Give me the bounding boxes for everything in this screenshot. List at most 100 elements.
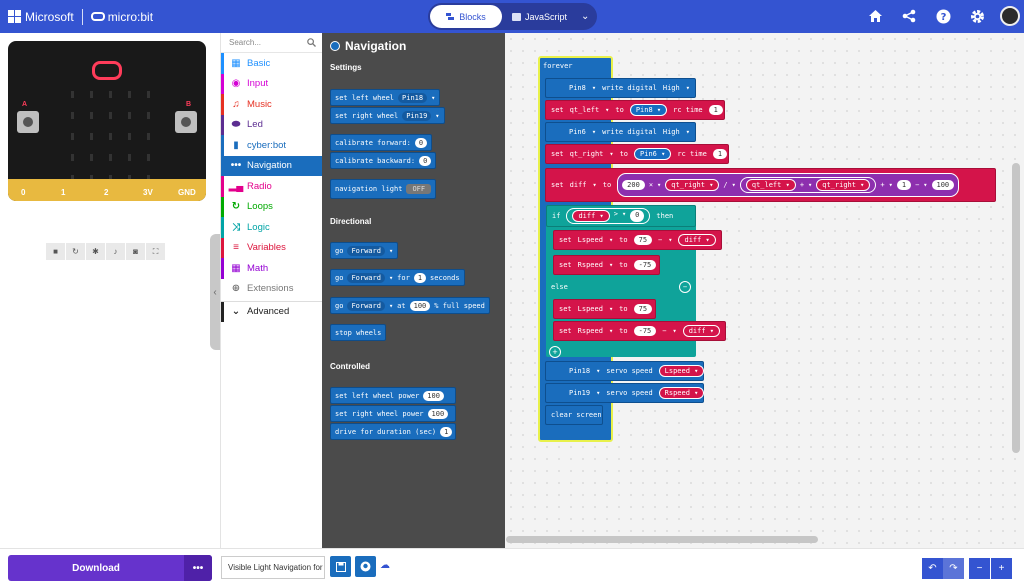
block-navigation-light[interactable]: navigation light OFF <box>330 179 437 199</box>
plus-circle-icon[interactable]: + <box>549 346 561 358</box>
loop-icon: ↻ <box>231 201 241 213</box>
microbit-logo-touch[interactable] <box>92 61 122 80</box>
block-set-rspeed-else[interactable]: set Rspeed ▾ to -75− ▾ diff ▾ <box>553 321 726 341</box>
collapse-simulator-button[interactable]: ‹ <box>210 234 220 350</box>
github-icon[interactable] <box>355 556 376 577</box>
help-icon[interactable]: ? <box>932 5 954 27</box>
debug-icon[interactable]: ✱ <box>86 243 105 260</box>
minus-circle-icon[interactable]: − <box>679 281 691 293</box>
block-set-qt-left[interactable]: set qt_left ▾ to Pin8 ▾ rc time 1 <box>545 100 725 120</box>
button-a[interactable] <box>17 111 39 133</box>
screenshot-icon[interactable]: ◙ <box>126 243 145 260</box>
category-loops[interactable]: ↻ Loops <box>221 196 322 217</box>
redo-icon[interactable]: ↷ <box>943 558 964 579</box>
category-math[interactable]: ▦ Math <box>221 258 322 279</box>
block-go[interactable]: go Forward ▾ <box>330 242 399 259</box>
category-color-bar <box>221 237 224 258</box>
category-color-bar <box>221 302 224 322</box>
if-condition[interactable]: if diff ▾ > ▾ 0 then <box>546 205 696 227</box>
cloud-icon[interactable]: ☁ <box>380 560 390 571</box>
block-set-rspeed-if[interactable]: set Rspeed ▾ to -75 <box>553 255 660 275</box>
settings-icon[interactable] <box>966 5 988 27</box>
microbit-board[interactable]: A B 0 1 2 3V GND <box>8 41 206 201</box>
sound-icon[interactable]: ♪ <box>106 243 125 260</box>
block-stop-wheels[interactable]: stop wheels <box>330 324 387 341</box>
block-calibrate-backward[interactable]: calibrate backward: 0 <box>330 152 437 169</box>
more-options-icon[interactable]: ••• <box>184 555 212 581</box>
block-pin18-servo-speed[interactable]: Pin18 ▾ servo speed Lspeed ▾ <box>545 361 705 381</box>
signal-bars-icon: ▂▄ <box>228 180 244 192</box>
zoom-group: − + <box>969 558 1012 579</box>
category-color-bar <box>221 94 224 115</box>
block-pin6-write-digital[interactable]: Pin6 ▾ write digital High ▾ <box>545 122 696 142</box>
workspace-vertical-scrollbar[interactable] <box>1012 163 1020 453</box>
pin-0[interactable]: 0 <box>21 188 26 197</box>
toolbox: Search... ▦ Basic ◉ Input ♫ Music ⬬ Led … <box>220 33 322 548</box>
javascript-icon <box>512 12 521 21</box>
restart-icon[interactable]: ↻ <box>66 243 85 260</box>
stop-icon[interactable]: ■ <box>46 243 65 260</box>
microbit-logo[interactable]: micro:bit <box>90 10 153 24</box>
tab-javascript[interactable]: JavaScript <box>512 12 567 22</box>
zoom-out-icon[interactable]: − <box>969 558 990 579</box>
category-navigation[interactable]: ••• Navigation <box>221 155 322 176</box>
block-go-for-seconds[interactable]: go Forward ▾ for 1 seconds <box>330 269 465 286</box>
chevron-down-icon[interactable]: ⌄ <box>581 11 590 22</box>
led-matrix <box>71 91 150 182</box>
block-set-right-wheel[interactable]: set right wheel Pin19 ▾ <box>330 107 445 124</box>
category-color-bar <box>221 196 224 217</box>
block-set-right-wheel-power[interactable]: set right wheel power 100 <box>330 405 456 422</box>
workspace-horizontal-scrollbar[interactable] <box>506 536 818 543</box>
category-music[interactable]: ♫ Music <box>221 94 322 115</box>
block-set-left-wheel-power[interactable]: set left wheel power 100 <box>330 387 456 404</box>
block-set-lspeed-if[interactable]: set Lspeed ▾ to 75− ▾ diff ▾ <box>553 230 722 250</box>
microsoft-icon <box>8 10 21 23</box>
pin-2[interactable]: 2 <box>104 188 109 197</box>
tab-blocks[interactable]: Blocks <box>430 5 502 28</box>
category-cyberbot[interactable]: ▮ cyber:bot <box>221 135 322 156</box>
plus-circle-icon: ⊕ <box>231 283 241 295</box>
toolbox-search[interactable]: Search... <box>221 33 322 53</box>
block-clear-screen[interactable]: clear screen <box>545 405 603 425</box>
microsoft-logo[interactable]: Microsoft <box>8 10 74 24</box>
undo-icon[interactable]: ↶ <box>922 558 943 579</box>
block-drive-for-duration[interactable]: drive for duration (sec) 1 <box>330 423 456 440</box>
header-divider <box>81 8 83 25</box>
category-basic[interactable]: ▦ Basic <box>221 53 322 74</box>
button-b[interactable] <box>175 111 197 133</box>
home-icon[interactable] <box>864 5 886 27</box>
fullscreen-icon[interactable]: ⛶ <box>146 243 165 260</box>
zoom-in-icon[interactable]: + <box>991 558 1012 579</box>
category-logic[interactable]: ⤨ Logic <box>221 217 322 238</box>
category-advanced[interactable]: ⌄ Advanced <box>221 301 322 322</box>
block-calibrate-forward[interactable]: calibrate forward: 0 <box>330 134 433 151</box>
category-color-bar <box>221 217 224 238</box>
button-b-label: B <box>186 101 192 108</box>
category-input[interactable]: ◉ Input <box>221 73 322 94</box>
category-variables[interactable]: ≡ Variables <box>221 237 322 258</box>
block-set-left-wheel[interactable]: set left wheel Pin18 ▾ <box>330 89 441 106</box>
block-go-at-speed[interactable]: go Forward ▾ at 100% full speed <box>330 297 490 314</box>
target-icon: ◉ <box>231 78 241 90</box>
share-icon[interactable] <box>898 5 920 27</box>
search-input[interactable]: Search... <box>229 38 262 47</box>
category-led[interactable]: ⬬ Led <box>221 114 322 135</box>
category-color-bar <box>221 53 224 74</box>
microbit-icon <box>90 12 105 21</box>
svg-text:?: ? <box>940 12 946 23</box>
download-button[interactable]: Download ••• <box>8 555 212 581</box>
block-set-qt-right[interactable]: set qt_right ▾ to Pin6 ▾ rc time 1 <box>545 144 729 164</box>
forever-label: forever <box>543 62 573 70</box>
block-set-lspeed-else[interactable]: set Lspeed ▾ to 75 <box>553 299 656 319</box>
category-extensions[interactable]: ⊕ Extensions <box>221 278 322 299</box>
block-pin19-servo-speed[interactable]: Pin19 ▾ servo speed Rspeed ▾ <box>545 383 705 403</box>
project-name-input[interactable]: Visible Light Navigation for <box>221 556 325 579</box>
editor-tabs: Blocks JavaScript ⌄ <box>428 3 597 30</box>
category-radio[interactable]: ▂▄ Radio <box>221 176 322 197</box>
pin-1[interactable]: 1 <box>61 188 66 197</box>
flyout-title: Navigation <box>330 39 406 53</box>
avatar[interactable] <box>1000 6 1020 26</box>
save-icon[interactable] <box>330 556 351 577</box>
block-pin8-write-digital[interactable]: Pin8 ▾ write digital High ▾ <box>545 78 696 98</box>
block-set-diff[interactable]: set diff ▾ to 200 × ▾ qt_right ▾ / ▾ qt_left ▾… <box>545 168 996 202</box>
